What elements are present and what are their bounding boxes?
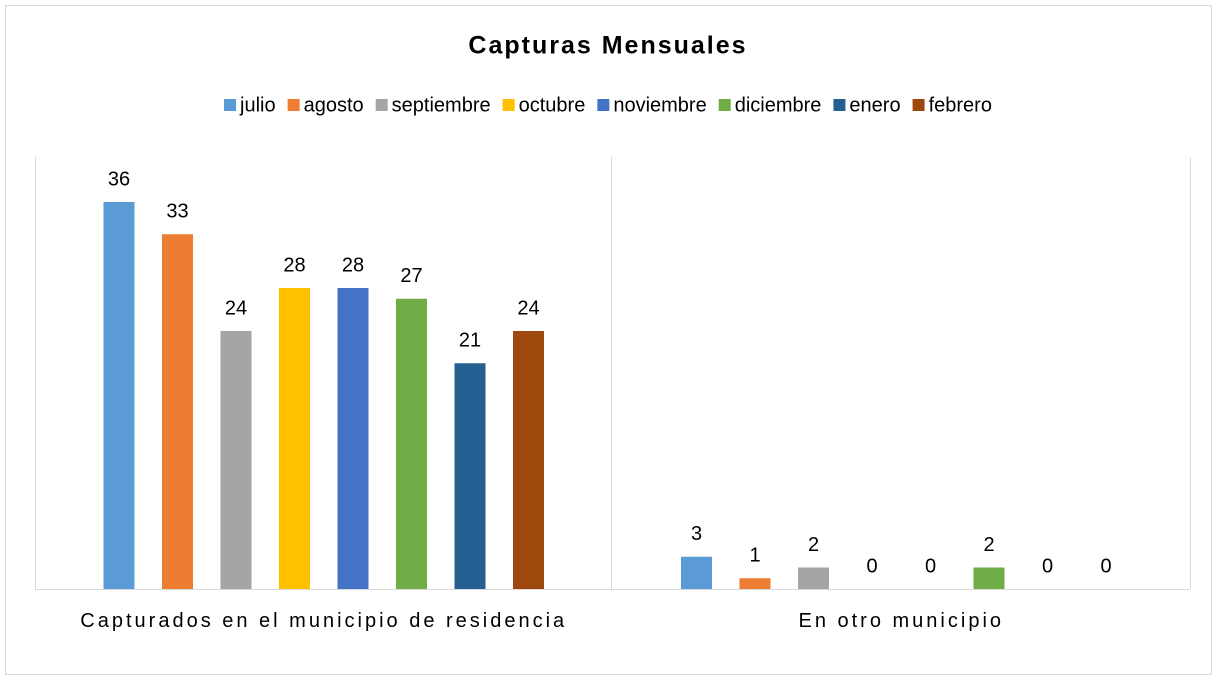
legend-label: octubre bbox=[519, 94, 586, 116]
legend-label: febrero bbox=[929, 94, 992, 116]
legend-label: noviembre bbox=[613, 94, 706, 116]
data-label: 27 bbox=[400, 265, 422, 287]
data-label: 36 bbox=[108, 168, 130, 190]
bar bbox=[513, 331, 544, 589]
bar bbox=[337, 288, 369, 589]
legend-label: julio bbox=[239, 94, 276, 116]
bar bbox=[103, 202, 135, 589]
chart-border bbox=[5, 5, 1212, 675]
data-label: 28 bbox=[283, 254, 305, 276]
legend-swatch bbox=[912, 99, 925, 111]
data-label: 33 bbox=[166, 201, 188, 223]
legend-label: septiembre bbox=[392, 94, 491, 116]
category-label: En otro municipio bbox=[798, 610, 1005, 632]
bar bbox=[162, 234, 193, 589]
category-label: Capturados en el municipio de residencia bbox=[80, 610, 568, 632]
chart-title: Capturas Mensuales bbox=[468, 32, 747, 60]
data-label: 24 bbox=[225, 297, 247, 319]
data-label: 28 bbox=[342, 254, 364, 276]
data-label: 2 bbox=[983, 534, 994, 556]
legend-swatch bbox=[375, 99, 388, 111]
bar bbox=[739, 578, 771, 589]
legend-swatch bbox=[833, 99, 846, 111]
legend-swatch bbox=[224, 99, 237, 111]
bar bbox=[279, 288, 310, 589]
bar bbox=[396, 298, 427, 589]
bar bbox=[973, 567, 1005, 589]
data-label: 1 bbox=[749, 545, 760, 567]
data-label: 21 bbox=[459, 330, 481, 352]
data-label: 0 bbox=[866, 555, 877, 577]
legend-label: diciembre bbox=[735, 94, 822, 116]
data-label: 0 bbox=[1100, 555, 1111, 577]
legend-label: enero bbox=[849, 94, 900, 116]
data-label: 0 bbox=[1042, 555, 1053, 577]
data-label: 3 bbox=[691, 523, 702, 545]
data-label: 0 bbox=[925, 555, 936, 577]
bar bbox=[798, 567, 829, 589]
data-label: 2 bbox=[808, 534, 819, 556]
legend-swatch bbox=[502, 99, 515, 111]
bar bbox=[454, 363, 486, 589]
legend-swatch bbox=[597, 99, 610, 111]
bar bbox=[681, 556, 712, 589]
bar bbox=[220, 331, 252, 589]
data-label: 24 bbox=[517, 297, 539, 319]
legend-swatch bbox=[287, 99, 300, 111]
legend-swatch bbox=[718, 99, 731, 111]
legend-label: agosto bbox=[304, 94, 364, 116]
